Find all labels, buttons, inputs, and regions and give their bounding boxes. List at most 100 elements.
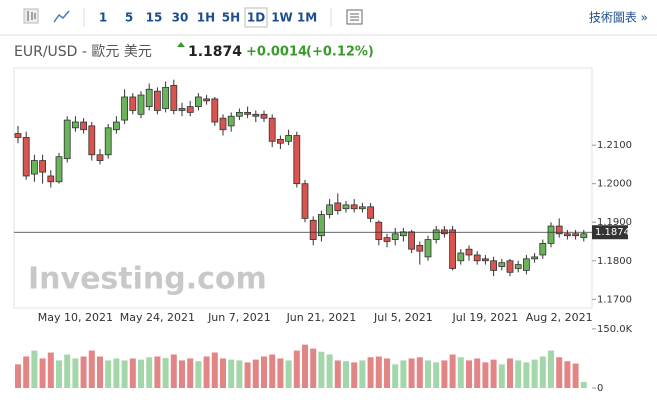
candle-body xyxy=(203,98,211,102)
y-tick-label: 1.1800 xyxy=(597,256,632,267)
candle-body xyxy=(432,229,440,240)
candle-body xyxy=(186,106,194,113)
volume-bar xyxy=(449,354,456,388)
candle-body xyxy=(145,88,153,108)
volume-bar xyxy=(269,354,276,388)
candle-body xyxy=(260,113,268,119)
candle-body xyxy=(367,206,375,219)
candle-body xyxy=(244,111,252,115)
candle-body xyxy=(268,117,276,142)
candle-body xyxy=(227,115,235,127)
candle-body xyxy=(285,135,293,142)
volume-bar xyxy=(556,357,563,388)
volume-bar xyxy=(367,357,374,388)
y2-tick-label: 150.0K xyxy=(597,324,633,335)
candle-body xyxy=(55,156,63,183)
volume-bar xyxy=(408,358,415,388)
interval-button[interactable]: 5H xyxy=(222,11,240,25)
y-tick-label: 1.2000 xyxy=(597,179,632,190)
volume-bar xyxy=(285,360,292,388)
volume-bar xyxy=(531,359,538,388)
volume-bar xyxy=(375,356,382,388)
candle-body xyxy=(96,154,104,161)
volume-bar xyxy=(564,361,571,388)
watermark: Investing.com xyxy=(28,262,267,297)
interval-button[interactable]: 5 xyxy=(125,11,133,25)
volume-bar xyxy=(56,360,62,388)
x-tick-label: May 10, 2021 xyxy=(38,311,113,324)
candle-body xyxy=(506,260,514,273)
y-tick-label: 1.1900 xyxy=(597,217,632,228)
interval-button[interactable]: 30 xyxy=(172,11,189,25)
x-tick-label: Jun 21, 2021 xyxy=(286,311,357,324)
last-price-tag xyxy=(592,225,628,240)
candle-body xyxy=(219,117,227,131)
volume-bar xyxy=(334,360,341,388)
candle-body xyxy=(47,175,55,183)
volume-bar xyxy=(23,356,30,388)
tech-chart-link[interactable]: 技術圖表 » xyxy=(589,11,648,25)
volume-bar xyxy=(490,359,497,388)
candle-body xyxy=(358,206,366,210)
candle-body xyxy=(80,121,87,131)
volume-bar xyxy=(400,360,407,388)
candle-icon[interactable] xyxy=(23,8,39,24)
settings-icon[interactable] xyxy=(346,9,363,25)
volume-bar xyxy=(539,356,546,388)
interval-button[interactable]: 1 xyxy=(99,11,107,25)
candle-body xyxy=(408,231,416,250)
volume-bar xyxy=(121,360,128,388)
interval-button[interactable]: 1M xyxy=(297,11,317,25)
candle-body xyxy=(547,225,555,244)
candle-body xyxy=(88,125,96,156)
candle-body xyxy=(564,233,571,237)
line-icon[interactable] xyxy=(53,10,70,23)
candle-body xyxy=(301,183,309,219)
volume-bar xyxy=(129,358,136,388)
change-pct: (+0.12%) xyxy=(306,45,374,60)
volume-bar xyxy=(343,361,349,388)
candle-body xyxy=(317,214,325,237)
candle-body xyxy=(424,239,432,258)
price: 1.1874 xyxy=(188,44,242,60)
volume-bar xyxy=(523,362,530,388)
volume-bar xyxy=(179,360,185,388)
candle-body xyxy=(391,233,399,240)
volume-bar xyxy=(392,364,399,388)
candle-body xyxy=(14,133,22,138)
volume-bar xyxy=(211,352,218,388)
candle-body xyxy=(276,138,284,144)
volume-bar xyxy=(187,358,194,388)
candle-body xyxy=(449,229,457,269)
interval-button[interactable]: 1D xyxy=(247,11,265,25)
interval-button[interactable]: 1H xyxy=(197,11,215,25)
candle-body xyxy=(129,96,137,111)
volume-bar xyxy=(88,350,95,388)
volume-bar xyxy=(277,358,284,388)
candle-body xyxy=(523,258,530,271)
candle-body xyxy=(481,258,489,262)
selected-box xyxy=(244,7,268,28)
up-arrow xyxy=(177,42,185,47)
interval-button[interactable]: 1W xyxy=(271,11,293,25)
plot-frame xyxy=(13,67,593,309)
candle-body xyxy=(555,225,563,235)
interval-button[interactable]: 15 xyxy=(146,11,163,25)
candle-body xyxy=(531,256,538,260)
y2-tick-label: 0 xyxy=(597,383,603,394)
candle-body xyxy=(580,233,588,239)
volume-bar xyxy=(359,360,366,388)
volume-bar xyxy=(97,356,103,388)
candle-body xyxy=(342,204,350,210)
volume-bar xyxy=(310,348,317,388)
candle-body xyxy=(235,111,243,117)
candle-body xyxy=(252,113,260,117)
volume-bar xyxy=(220,358,226,388)
candle-body xyxy=(121,96,128,121)
volume-bar xyxy=(498,364,505,388)
candle-body xyxy=(104,127,112,156)
candle-body xyxy=(162,86,170,109)
x-tick-label: Jul 19, 2021 xyxy=(452,311,519,324)
x-tick-label: Aug 2, 2021 xyxy=(526,311,593,324)
